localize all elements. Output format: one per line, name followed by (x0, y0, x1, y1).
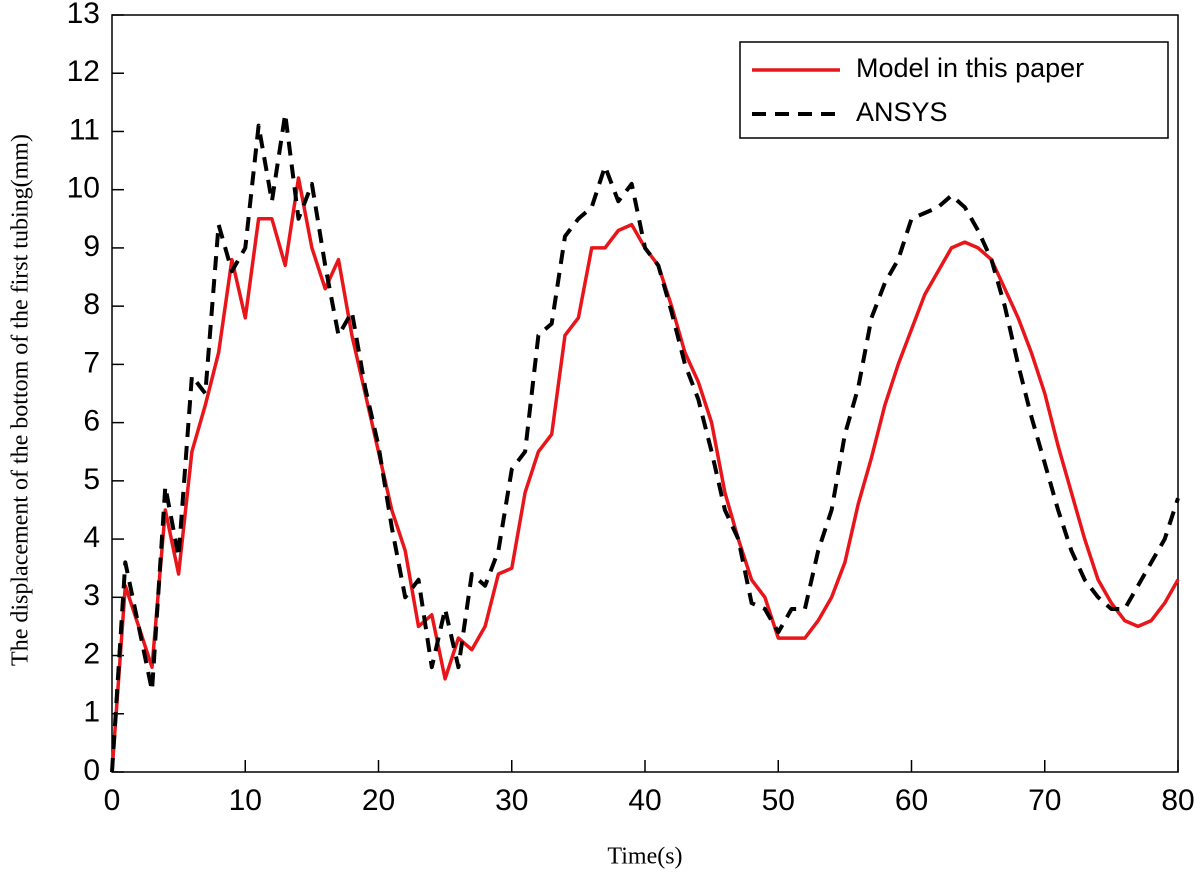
legend-box (739, 41, 1169, 139)
x-tick-label: 50 (762, 784, 795, 817)
y-tick-label: 11 (69, 113, 100, 146)
y-tick-label: 2 (83, 637, 100, 670)
series-line (110, 112, 1180, 773)
x-tick-label: 80 (1161, 784, 1194, 817)
x-tick-label: 30 (495, 784, 528, 817)
y-tick-label: 3 (83, 579, 100, 612)
y-tick-label: 12 (67, 55, 100, 88)
y-tick-label: 9 (83, 230, 100, 263)
y-tick-label: 6 (83, 405, 100, 438)
legend-label: ANSYS (856, 97, 948, 127)
y-tick-label: 0 (83, 754, 100, 787)
x-tick-label: 40 (628, 784, 661, 817)
x-tick-label: 0 (104, 784, 121, 817)
y-tick-label: 5 (83, 463, 100, 496)
legend-label: Model in this paper (856, 53, 1084, 83)
x-axis-label: Time(s) (607, 844, 682, 870)
x-tick-label: 20 (362, 784, 395, 817)
x-tick-label: 70 (1028, 784, 1061, 817)
y-tick-label: 10 (67, 172, 100, 205)
y-tick-label: 13 (67, 0, 100, 30)
y-axis-label: The displacement of the bottom of the fi… (8, 134, 34, 666)
y-tick-label: 8 (83, 288, 100, 321)
y-tick-label: 7 (83, 346, 100, 379)
x-tick-label: 10 (229, 784, 262, 817)
y-tick-label: 1 (83, 696, 100, 729)
y-tick-label: 4 (83, 521, 100, 554)
x-tick-label: 60 (895, 784, 928, 817)
series-line (110, 176, 1180, 773)
